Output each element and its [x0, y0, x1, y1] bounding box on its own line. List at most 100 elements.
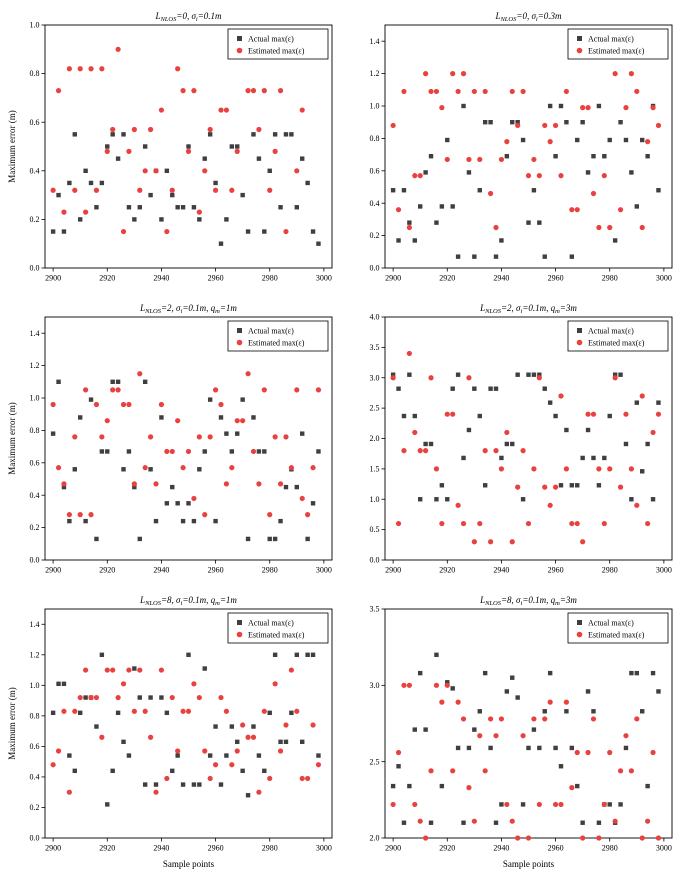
data-point-circle [212, 762, 219, 768]
data-point-square [428, 820, 434, 825]
data-point-circle [99, 66, 105, 72]
data-point-square [515, 120, 520, 125]
data-point-circle [50, 401, 56, 408]
data-point-square [461, 820, 466, 825]
data-point-square [607, 413, 612, 419]
legend-box [227, 320, 329, 352]
data-point-square [434, 497, 439, 502]
data-point-circle [520, 733, 526, 739]
y-tick-label: 0.5 [370, 525, 380, 534]
data-point-circle [569, 207, 575, 213]
data-point-circle [542, 484, 548, 490]
y-tick-label: 0.0 [370, 556, 380, 565]
data-point-square [542, 254, 547, 259]
data-point-square [558, 764, 564, 769]
data-point-square [229, 144, 235, 149]
legend-square-marker-icon [237, 620, 242, 625]
data-point-circle [72, 708, 78, 714]
data-point-circle [93, 694, 100, 701]
data-point-square [229, 724, 235, 729]
x-tick-label: 2960 [208, 274, 224, 283]
data-point-square [553, 413, 558, 419]
data-point-square [170, 768, 175, 774]
x-tick-label: 2900 [45, 566, 61, 575]
data-point-circle [401, 448, 407, 454]
data-point-circle [417, 818, 423, 824]
y-tick-label: 4.0 [370, 313, 380, 322]
x-tick-label: 2960 [548, 274, 564, 283]
data-point-circle [120, 681, 127, 687]
data-point-circle [153, 789, 159, 795]
data-point-square [240, 768, 245, 774]
data-point-square [267, 536, 272, 542]
data-point-circle [525, 835, 532, 841]
data-point-circle [196, 209, 202, 215]
data-point-square [245, 536, 251, 542]
data-point-circle [428, 768, 434, 774]
data-point-square [401, 820, 407, 825]
data-point-square [83, 518, 88, 524]
x-tick-label: 2960 [208, 844, 224, 853]
data-point-circle [460, 520, 467, 527]
data-point-circle [406, 350, 412, 357]
data-point-square [445, 137, 450, 143]
data-point-square [99, 449, 105, 454]
data-point-square [482, 120, 488, 125]
data-point-square [267, 710, 272, 716]
data-point-square [283, 484, 289, 490]
data-point-square [67, 518, 72, 524]
data-point-square [159, 217, 164, 222]
data-point-square [283, 132, 289, 137]
data-point-circle [240, 722, 246, 728]
data-point-square [251, 132, 256, 137]
data-point-circle [650, 749, 656, 756]
data-point-square [310, 501, 316, 506]
data-point-circle [455, 699, 461, 705]
data-point-circle [487, 190, 494, 197]
data-point-circle [185, 708, 192, 714]
data-point-square [596, 483, 602, 488]
data-point-square [235, 144, 240, 149]
legend-circle-marker-icon [576, 631, 583, 638]
data-point-square [390, 783, 396, 789]
data-point-circle [267, 187, 273, 193]
data-point-circle [574, 207, 580, 213]
legend-box [567, 28, 669, 60]
data-point-circle [55, 88, 62, 94]
data-point-circle [196, 434, 202, 440]
data-point-circle [294, 708, 300, 714]
y-tick-label: 0.0 [30, 556, 40, 565]
data-point-circle [450, 411, 456, 417]
y-tick-label: 1.0 [30, 21, 40, 30]
data-point-circle [229, 465, 235, 471]
data-point-square [547, 400, 553, 405]
data-point-square [629, 170, 634, 175]
data-point-square [537, 220, 542, 225]
data-point-square [121, 467, 126, 472]
data-point-square [531, 372, 537, 377]
data-point-square [504, 689, 510, 694]
data-point-square [455, 372, 461, 377]
data-point-circle [542, 122, 548, 129]
data-point-square [412, 727, 417, 732]
data-point-square [439, 483, 445, 488]
data-point-circle [634, 716, 640, 722]
data-point-square [596, 820, 602, 825]
data-point-square [180, 518, 186, 524]
data-point-circle [261, 387, 267, 393]
data-point-square [126, 753, 132, 758]
data-point-square [213, 180, 218, 186]
actual-points-group [50, 132, 321, 246]
data-point-square [186, 501, 191, 506]
data-point-square [396, 386, 401, 391]
data-point-circle [61, 481, 67, 487]
data-point-circle [574, 520, 580, 527]
data-point-circle [580, 105, 586, 111]
data-point-square [294, 652, 300, 657]
data-point-square [575, 137, 580, 143]
data-point-square [640, 137, 645, 143]
data-point-square [77, 710, 83, 716]
data-point-circle [552, 801, 559, 808]
data-point-circle [88, 66, 94, 72]
